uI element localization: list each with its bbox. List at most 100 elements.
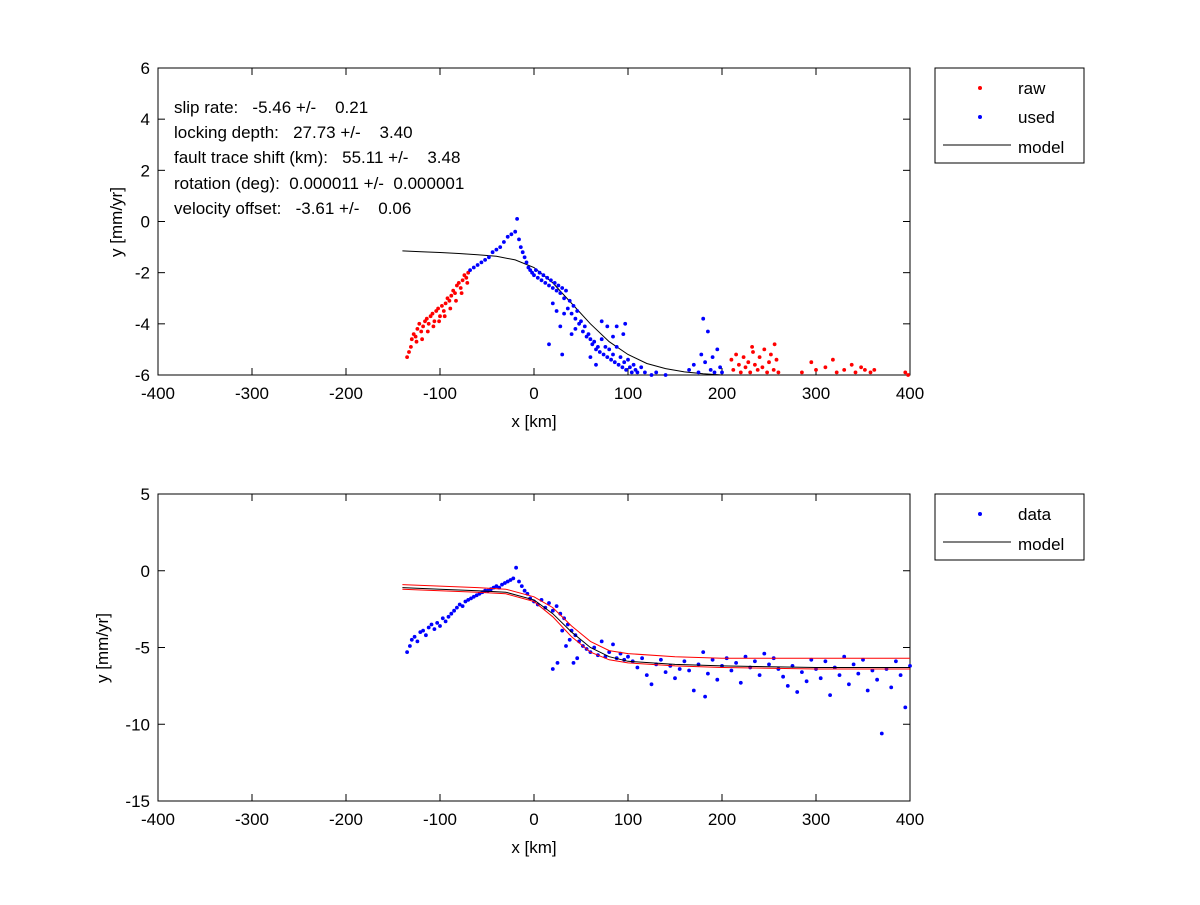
data-point-raw: [441, 309, 446, 313]
data-point-used: [611, 352, 615, 357]
data-point-used: [699, 352, 704, 357]
data-point-used: [573, 316, 578, 321]
data-point-used: [599, 319, 604, 324]
data-point-raw: [737, 362, 741, 367]
data-point-data: [438, 624, 442, 628]
data-point-raw: [462, 273, 467, 278]
bottom-x-tick-label: -100: [423, 810, 457, 829]
data-point-data: [550, 667, 555, 671]
data-point-data: [547, 601, 551, 605]
data-point-raw: [859, 365, 863, 370]
data-point-used: [701, 316, 706, 321]
data-point-data: [828, 693, 832, 697]
data-point-data: [644, 673, 649, 677]
data-point-data: [842, 654, 847, 659]
data-point-raw: [800, 370, 804, 375]
data-point-used: [715, 347, 720, 352]
data-point-data: [691, 688, 696, 693]
data-point-used: [520, 250, 525, 255]
bottom-x-tick-label: -200: [329, 810, 363, 829]
data-point-used: [706, 329, 710, 334]
bottom-y-tick-label: -5: [135, 639, 150, 658]
data-point-data: [517, 579, 521, 584]
data-point-data: [550, 608, 555, 613]
data-point-used: [539, 278, 544, 283]
data-point-data: [762, 651, 767, 656]
data-point-data: [463, 599, 468, 604]
data-point-used: [597, 350, 602, 354]
data-point-data: [432, 627, 437, 631]
top-x-tick-label: -400: [141, 384, 175, 403]
data-point-used: [509, 232, 514, 237]
data-point-data: [753, 659, 757, 664]
data-point-raw: [746, 360, 751, 365]
bottom-x-tick-label: -400: [141, 810, 175, 829]
top-plot-points: [405, 217, 910, 377]
data-point-data: [405, 650, 409, 654]
data-point-data: [626, 654, 630, 659]
data-point-raw: [442, 314, 447, 319]
data-point-data: [503, 581, 507, 585]
data-point-raw: [757, 355, 762, 359]
bottom-plot-ticks: -400 -300 -200 -100 0 100 200 300 400 -15 -10 -5 0 5: [125, 485, 924, 829]
data-point-data: [412, 634, 417, 639]
data-point-raw: [426, 321, 431, 326]
data-point-raw: [814, 368, 818, 372]
data-point-used: [547, 283, 551, 288]
legend-raw-marker: [978, 86, 982, 90]
data-point-data: [426, 625, 431, 630]
top-y-tick-label: -4: [135, 315, 150, 334]
data-point-data: [879, 731, 884, 736]
data-point-used: [543, 281, 548, 285]
data-point-data: [640, 656, 644, 661]
data-point-used: [517, 237, 521, 242]
top-x-tick-label: 0: [529, 384, 538, 403]
data-point-data: [494, 584, 499, 588]
annotation-locking-depth: locking depth: 27.73 +/- 3.40: [174, 123, 413, 142]
data-point-used: [586, 332, 591, 336]
data-point-raw: [458, 286, 463, 290]
bottom-y-tick-label: -15: [125, 792, 150, 811]
data-point-used: [703, 360, 707, 365]
data-point-data: [715, 677, 720, 682]
data-point-used: [596, 345, 600, 349]
data-point-data: [564, 644, 568, 648]
data-point-raw: [772, 342, 777, 347]
data-point-raw: [831, 357, 835, 362]
data-point-data: [446, 614, 451, 619]
data-point-used: [720, 370, 724, 375]
data-point-data: [729, 668, 734, 673]
data-point-raw: [405, 355, 409, 359]
data-point-data: [734, 661, 738, 665]
data-point-raw: [443, 301, 448, 306]
data-point-data: [804, 679, 809, 684]
data-point-used: [590, 342, 595, 347]
legend-used-marker: [978, 115, 982, 119]
data-point-data: [659, 657, 663, 662]
top-x-tick-label: 400: [896, 384, 924, 403]
data-point-data: [687, 668, 691, 673]
data-point-used: [708, 368, 713, 372]
data-point-raw: [776, 370, 781, 375]
data-point-raw: [425, 329, 430, 334]
data-point-raw: [432, 319, 437, 324]
data-point-used: [603, 345, 608, 349]
data-point-data: [560, 628, 565, 633]
data-point-data: [649, 682, 654, 687]
top-y-tick-label: 4: [141, 110, 150, 129]
data-point-data: [818, 676, 823, 681]
data-point-used: [494, 247, 499, 252]
bottom-x-axis-label: x [km]: [511, 838, 556, 857]
data-point-raw: [903, 370, 908, 375]
data-point-data: [809, 657, 814, 662]
data-point-data: [571, 661, 576, 665]
data-point-data: [471, 594, 476, 599]
data-point-used: [475, 263, 480, 267]
data-point-used: [565, 306, 570, 311]
data-point-raw: [834, 370, 839, 375]
bottom-plot-model-curves: [402, 584, 910, 670]
data-point-data: [738, 680, 743, 685]
data-point-used: [545, 275, 550, 280]
data-point-data: [500, 582, 504, 587]
